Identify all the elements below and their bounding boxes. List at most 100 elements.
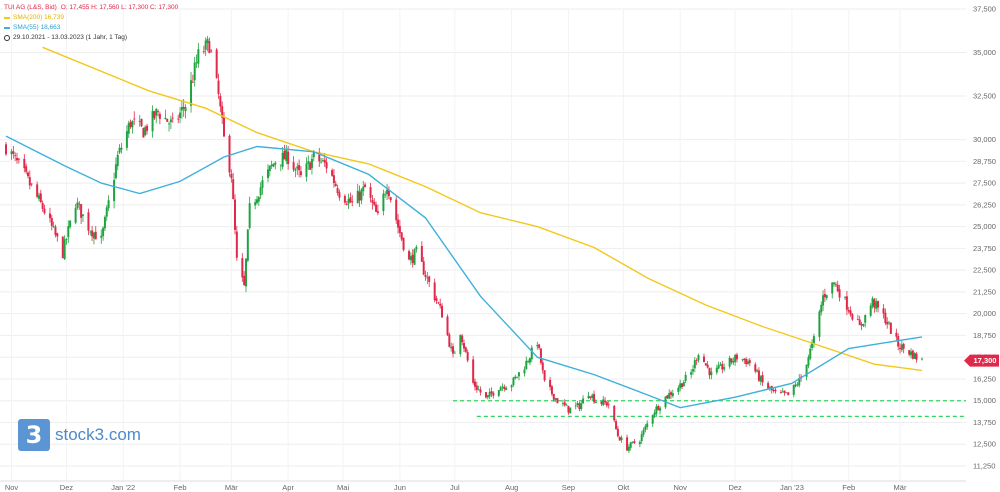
candle-body [538,344,541,348]
candle-body [653,412,656,416]
y-tick-label: 18,750 [973,331,996,340]
candle-body [411,254,414,263]
candle-body [131,120,134,128]
candle-body [759,376,762,382]
candle-body [517,372,520,377]
candle-body [464,347,467,352]
candle-body [206,38,209,43]
candle-body [375,204,378,212]
candle-body [360,189,363,201]
candle-body [745,358,748,365]
candle-body [248,203,251,228]
candle-body [17,158,20,160]
candle-body [591,394,594,398]
candle-body [87,212,90,231]
candle-body [118,147,121,153]
candle-body [825,295,828,299]
candle-body [171,117,174,119]
candle-body [735,354,738,360]
legend-sma200-row: SMA(200) 16,739 [4,13,178,23]
candle-body [616,428,619,437]
candle-body [254,202,257,206]
candle-body [666,395,669,399]
candle-body [448,334,451,347]
candle-body [386,189,389,195]
candle-body [877,300,880,308]
candle-body [580,403,583,410]
candle-body [492,392,495,396]
candle-body [63,239,66,260]
candle-body [798,377,801,386]
candle-body [730,358,733,363]
candle-body [426,277,429,279]
candle-body [615,421,618,429]
candle-body [593,394,596,403]
candle-body [910,351,913,356]
candle-body [550,386,553,395]
candle-body [102,227,105,237]
candle-body [294,169,297,171]
candle-body [413,249,416,265]
candle-body [670,392,673,395]
candle-body [728,357,731,367]
candle-body [488,392,491,397]
candle-body [197,49,200,64]
candle-body [50,218,53,226]
candle-body [191,81,194,83]
candle-body [582,398,585,404]
candle-body [695,360,698,361]
candle-body [569,407,572,414]
candle-body [54,226,57,235]
candle-body [812,336,815,344]
candle-body [607,404,610,406]
candle-body [285,150,288,161]
candle-body [746,361,749,365]
support-lines [453,400,966,417]
y-tick-label: 35,000 [973,48,996,57]
candle-body [721,364,724,370]
candle-body [644,426,647,430]
candle-body [693,360,696,369]
candle-body [14,155,17,156]
candle-body [384,194,387,196]
candle-body [25,166,28,172]
candle-body [435,298,438,301]
candle-body [561,402,564,404]
candle-body [292,162,295,170]
candle-body [48,213,51,219]
candle-body [541,362,544,371]
candle-body [323,159,326,163]
candle-body [138,121,141,122]
candle-body [266,169,269,178]
x-tick-label: Jul [450,483,460,492]
candle-body [169,119,172,123]
candle-body [461,335,464,343]
candle-body [244,258,247,287]
candle-body [679,383,682,389]
candle-body [325,162,328,169]
candle-body [633,441,636,444]
y-tick-label: 27,500 [973,179,996,188]
candle-body [80,204,83,218]
candle-body [897,336,900,347]
candle-body [871,298,874,307]
candle-body [626,437,629,451]
candle-body [473,381,476,387]
candle-body [706,364,709,368]
candle-body [875,301,878,309]
candle-body [567,405,570,413]
candle-body [613,405,616,421]
candle-body [490,391,493,394]
candle-body [453,352,456,354]
candle-body [895,332,898,337]
candle-body [241,258,244,278]
y-tick-label: 13,750 [973,418,996,427]
candle-body [107,200,110,209]
candle-body [287,151,290,165]
candle-body [168,123,171,125]
candle-body [631,441,634,443]
candle-body [792,385,795,395]
candle-body [767,383,770,389]
candle-body [39,193,42,203]
